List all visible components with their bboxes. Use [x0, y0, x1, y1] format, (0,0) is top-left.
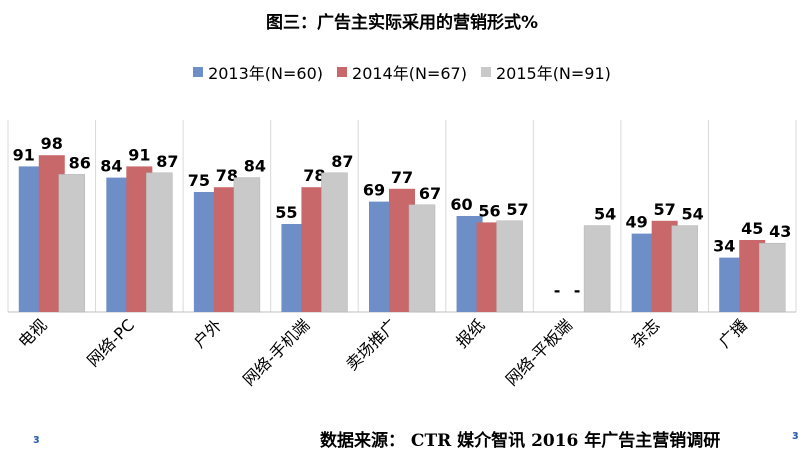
data-label-户外-2014: 78	[216, 166, 238, 185]
category-label-广播: 广播	[715, 315, 751, 351]
right-corner-mark: ɜ	[792, 428, 799, 442]
category-label-户外: 户外	[190, 315, 226, 351]
bar-网络-手机端-2015	[321, 172, 348, 313]
legend: 2013年(N=60) 2014年(N=67) 2015年(N=91)	[0, 60, 804, 84]
legend-label-2013: 2013年(N=60)	[208, 64, 324, 83]
data-label-卖场推广-2014: 77	[391, 168, 413, 187]
category-label-网络-PC: 网络-PC	[83, 315, 138, 370]
category-label-报纸: 报纸	[452, 315, 488, 351]
bar-电视-2015	[58, 174, 86, 313]
data-label-广播-2013: 34	[713, 237, 735, 256]
data-label-卖场推广-2013: 69	[363, 181, 385, 200]
legend-label-2014: 2014年(N=67)	[352, 64, 467, 83]
data-label-网络-PC-2013: 84	[100, 157, 122, 176]
legend-swatch-2013	[193, 67, 204, 77]
bar-报纸-2015	[496, 220, 523, 313]
data-label-网络-手机端-2015: 87	[331, 152, 353, 171]
data-label-网络-手机端-2013: 55	[275, 203, 297, 222]
legend-label-2015: 2015年(N=91)	[495, 64, 611, 83]
category-label-网络-平板端: 网络-平板端	[502, 315, 576, 389]
category-label-杂志: 杂志	[627, 315, 663, 351]
data-label-网络-平板端-2014: -	[574, 281, 581, 300]
data-label-报纸-2013: 60	[450, 195, 472, 214]
category-label-卖场推广: 卖场推广	[342, 315, 401, 374]
bar-广播-2015	[758, 242, 786, 313]
bar-卖场推广-2015	[408, 204, 436, 313]
data-label-杂志-2014: 57	[654, 200, 676, 219]
data-label-杂志-2013: 49	[626, 213, 648, 232]
bar-网络-平板端-2015	[583, 225, 611, 313]
data-label-报纸-2015: 57	[506, 200, 528, 219]
bar-杂志-2015	[671, 225, 698, 313]
data-label-电视-2014: 98	[41, 134, 63, 153]
category-label-电视: 电视	[15, 315, 51, 351]
bar-户外-2015	[233, 177, 261, 313]
legend-swatch-2015	[480, 67, 491, 77]
data-label-网络-平板端-2013: -	[554, 281, 561, 300]
data-label-杂志-2015: 54	[682, 205, 704, 224]
legend-swatch-2014	[337, 67, 348, 77]
data-label-报纸-2014: 56	[478, 201, 500, 220]
data-label-网络-平板端-2015: 54	[594, 205, 616, 224]
data-source-note: 数据来源： CTR 媒介智讯 2016 年广告主营销调研	[320, 431, 721, 451]
legend-item-2015: 2015年(N=91)	[480, 60, 611, 84]
data-label-广播-2014: 45	[741, 219, 763, 238]
left-corner-mark: ɜ	[33, 432, 40, 446]
data-label-网络-PC-2014: 91	[128, 145, 150, 164]
chart-title: 图三：广告主实际采用的营销形式%	[265, 13, 539, 33]
legend-item-2013: 2013年(N=60)	[193, 60, 323, 84]
bar-网络-PC-2015	[146, 172, 173, 313]
data-label-网络-PC-2015: 87	[156, 152, 178, 171]
legend-item-2014: 2014年(N=67)	[337, 60, 467, 84]
data-label-户外-2015: 84	[244, 157, 266, 176]
data-label-电视-2013: 91	[13, 145, 35, 164]
data-label-卖场推广-2015: 67	[419, 184, 441, 203]
data-label-户外-2013: 75	[188, 171, 210, 190]
data-label-电视-2015: 86	[69, 153, 91, 172]
category-label-网络-手机端: 网络-手机端	[239, 315, 313, 389]
data-label-广播-2015: 43	[769, 222, 791, 241]
data-label-网络-手机端-2014: 78	[303, 166, 325, 185]
